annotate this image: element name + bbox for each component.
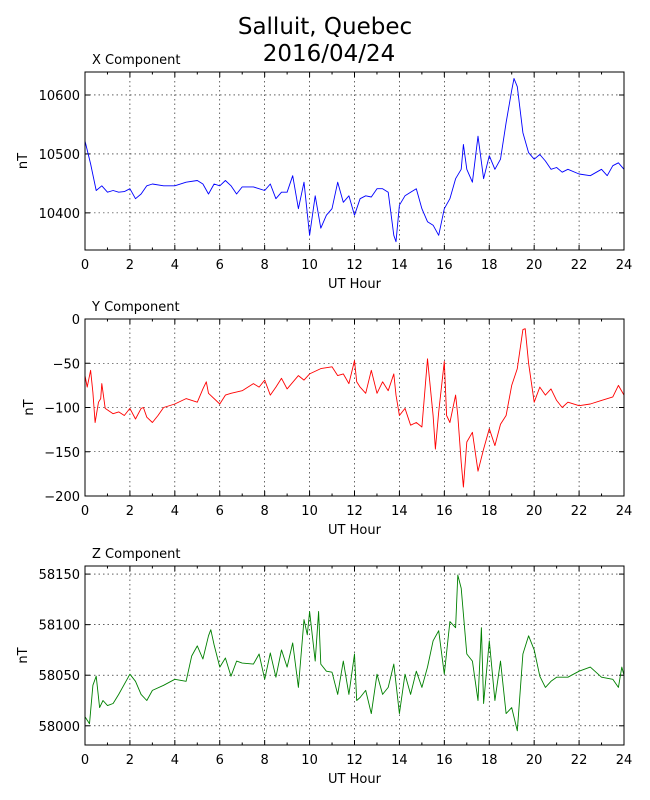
- x-tick-label: 12: [346, 504, 363, 519]
- x-tick-label: 22: [571, 258, 588, 273]
- y-tick-label: −50: [53, 357, 80, 372]
- y-axis-label: nT: [16, 153, 31, 169]
- x-tick-label: 14: [391, 258, 408, 273]
- y-axis-label: nT: [16, 647, 31, 663]
- series-line-y: [84, 328, 625, 488]
- y-tick-label: 58150: [39, 568, 80, 583]
- x-tick-label: 20: [526, 504, 543, 519]
- x-tick-label: 6: [216, 504, 224, 519]
- x-tick-label: 4: [171, 258, 179, 273]
- x-tick-label: 2: [126, 753, 134, 768]
- x-tick-label: 12: [346, 753, 363, 768]
- y-tick-label: 58050: [39, 669, 80, 684]
- x-tick-label: 4: [171, 753, 179, 768]
- series-line-x: [84, 78, 625, 243]
- panel-title: Z Component: [92, 547, 181, 562]
- x-tick-label: 18: [481, 504, 498, 519]
- x-tick-label: 6: [216, 753, 224, 768]
- x-axis-label: UT Hour: [328, 277, 382, 292]
- y-tick-label: 10600: [39, 89, 80, 104]
- x-tick-label: 0: [81, 258, 89, 273]
- panel-title: Y Component: [91, 300, 180, 315]
- axes-frame: [84, 318, 625, 497]
- y-tick-label: 10500: [39, 148, 80, 163]
- figure-title-line2: 2016/04/24: [263, 41, 396, 67]
- x-tick-label: 24: [616, 504, 633, 519]
- x-tick-label: 0: [81, 753, 89, 768]
- y-tick-label: 58100: [39, 619, 80, 634]
- series-line-z: [84, 574, 625, 732]
- y-tick-label: 0: [72, 313, 80, 328]
- x-tick-label: 22: [571, 504, 588, 519]
- x-tick-label: 10: [301, 504, 318, 519]
- x-tick-label: 24: [616, 753, 633, 768]
- x-axis-label: UT Hour: [328, 523, 382, 538]
- x-tick-label: 8: [261, 753, 269, 768]
- y-tick-label: 10400: [39, 207, 80, 222]
- x-tick-label: 12: [346, 258, 363, 273]
- x-tick-label: 8: [261, 504, 269, 519]
- y-tick-label: 58000: [39, 720, 80, 735]
- x-tick-label: 8: [261, 258, 269, 273]
- x-tick-label: 14: [391, 504, 408, 519]
- x-tick-label: 10: [301, 258, 318, 273]
- x-tick-label: 20: [526, 753, 543, 768]
- panel-title: X Component: [92, 53, 181, 68]
- figure-title-line1: Salluit, Quebec: [238, 14, 412, 40]
- y-tick-label: −150: [44, 446, 80, 461]
- x-tick-label: 16: [436, 258, 453, 273]
- x-axis-label: UT Hour: [328, 772, 382, 787]
- x-tick-label: 24: [616, 258, 633, 273]
- x-tick-label: 16: [436, 504, 453, 519]
- axes-frame: [84, 71, 625, 251]
- x-tick-label: 18: [481, 753, 498, 768]
- x-tick-label: 6: [216, 258, 224, 273]
- x-tick-label: 2: [126, 258, 134, 273]
- x-tick-label: 18: [481, 258, 498, 273]
- x-tick-label: 14: [391, 753, 408, 768]
- x-tick-label: 4: [171, 504, 179, 519]
- y-tick-label: −100: [44, 402, 80, 417]
- panel-z-component: 0 2 4 6 8 10 12 14 16 18 20 22 245800058050581005815…: [16, 547, 632, 787]
- x-tick-label: 10: [301, 753, 318, 768]
- y-tick-label: −200: [44, 490, 80, 505]
- x-tick-label: 16: [436, 753, 453, 768]
- x-tick-label: 2: [126, 504, 134, 519]
- x-tick-label: 22: [571, 753, 588, 768]
- y-axis-label: nT: [22, 399, 37, 415]
- x-tick-label: 20: [526, 258, 543, 273]
- axes-frame: [84, 565, 625, 746]
- x-tick-label: 0: [81, 504, 89, 519]
